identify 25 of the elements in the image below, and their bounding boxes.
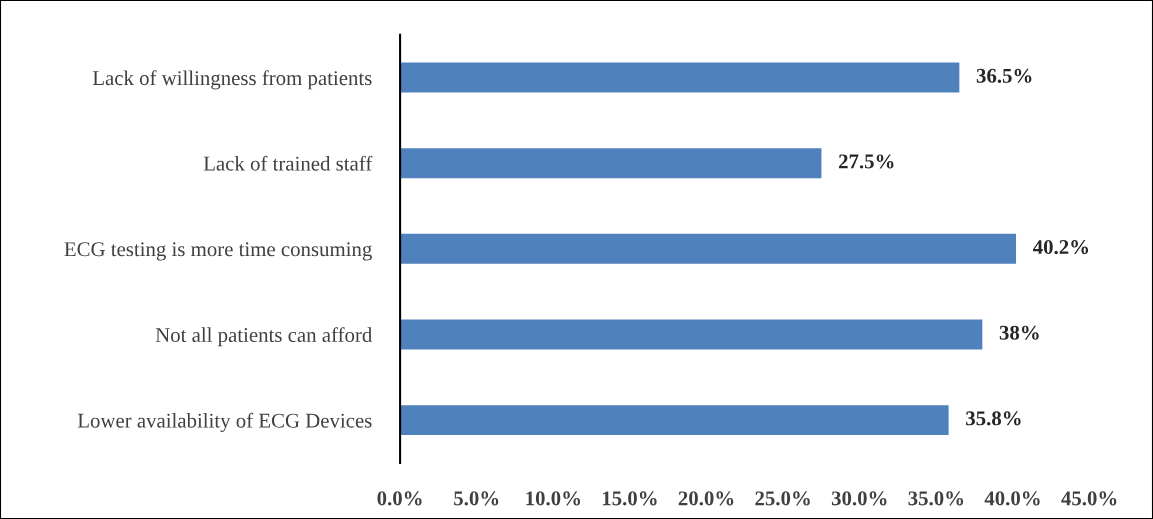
y-tick-label: Lack of willingness from patients [92, 70, 372, 90]
x-tick-label: 25.0% [755, 491, 810, 506]
bar [400, 62, 960, 93]
x-tick-label: 45.0% [1061, 491, 1117, 506]
data-label: 36.5% [976, 68, 1032, 83]
x-tick-label: 0.0% [377, 491, 422, 506]
x-tick-label: 10.0% [526, 491, 580, 506]
y-tick-label: Lower availability of ECG Devices [77, 412, 372, 432]
y-tick-label: Not all patients can afford [155, 327, 373, 347]
x-tick-label: 40.0% [984, 491, 1040, 506]
data-label: 38% [999, 325, 1039, 340]
bar [400, 319, 983, 350]
data-label: 35.8% [966, 411, 1021, 426]
data-label: 40.2% [1032, 240, 1089, 255]
bar [400, 148, 822, 179]
bar [400, 233, 1017, 264]
y-tick-label: Lack of trained staff [203, 155, 373, 171]
x-tick-label: 15.0% [602, 491, 657, 506]
y-tick-label: ECG testing is more time consuming [64, 242, 372, 261]
data-label: 27.5% [838, 154, 894, 169]
x-tick-label: 20.0% [678, 491, 734, 506]
x-tick-label: 35.0% [908, 491, 964, 506]
x-tick-label: 5.0% [454, 491, 499, 506]
bar [400, 405, 949, 436]
x-tick-label: 30.0% [831, 491, 887, 506]
